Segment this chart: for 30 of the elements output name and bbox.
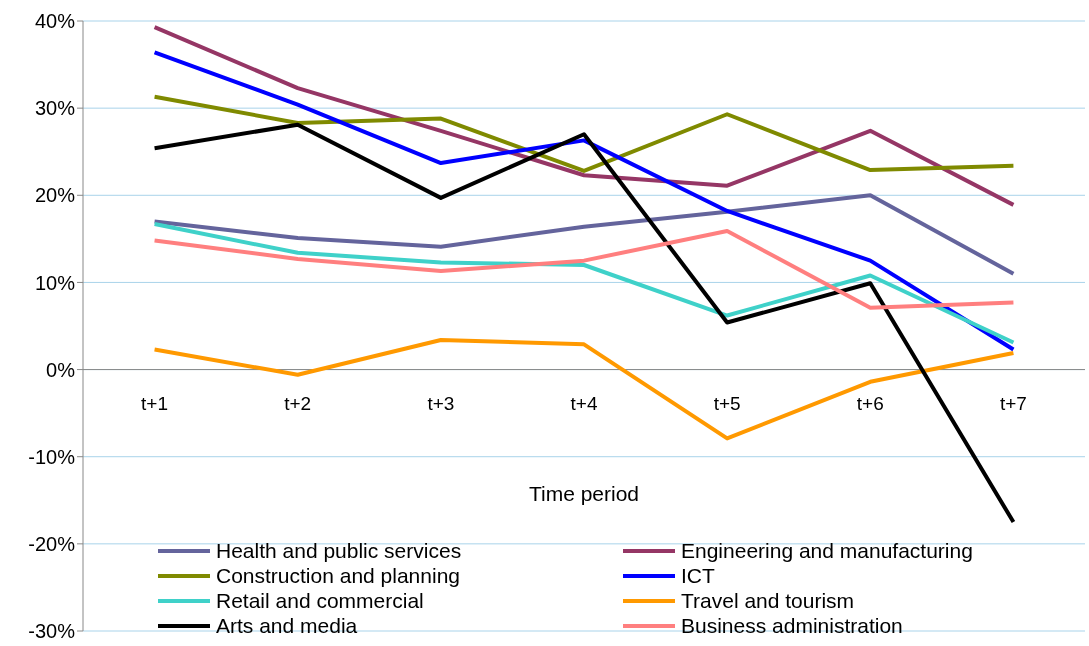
x-tick-label: t+2 — [284, 393, 312, 415]
y-tick-label: 40% — [34, 10, 76, 33]
y-tick-label: -10% — [28, 445, 76, 468]
line-series — [152, 94, 1016, 173]
legend-label: Travel and tourism — [681, 588, 855, 613]
line-series — [152, 229, 1016, 310]
x-tick-label: t+1 — [141, 393, 169, 415]
x-tick-label: t+3 — [427, 393, 455, 415]
legend-label: Business administration — [681, 613, 903, 638]
y-tick-label: 10% — [34, 271, 76, 294]
legend-label: ICT — [681, 563, 715, 588]
legend-label: Construction and planning — [216, 563, 461, 588]
line-series — [152, 50, 1016, 352]
line-series — [152, 193, 1016, 276]
x-axis-title: Time period — [527, 482, 641, 506]
y-tick-label: 30% — [34, 97, 76, 120]
x-tick-label: t+4 — [570, 393, 598, 415]
legend-label: Arts and media — [216, 613, 358, 638]
legend-label: Engineering and manufacturing — [681, 538, 973, 563]
y-tick-label: 0% — [46, 358, 76, 381]
legend-label: Retail and commercial — [216, 588, 424, 613]
y-tick-label: -30% — [28, 620, 76, 643]
x-tick-label: t+5 — [713, 393, 741, 415]
legend-label: Health and public services — [216, 538, 462, 563]
y-tick-label: 20% — [34, 184, 76, 207]
line-series — [152, 222, 1016, 345]
x-tick-label: t+7 — [999, 393, 1027, 415]
y-tick-label: -20% — [28, 532, 76, 555]
line-series — [152, 25, 1016, 207]
x-tick-label: t+6 — [856, 393, 884, 415]
